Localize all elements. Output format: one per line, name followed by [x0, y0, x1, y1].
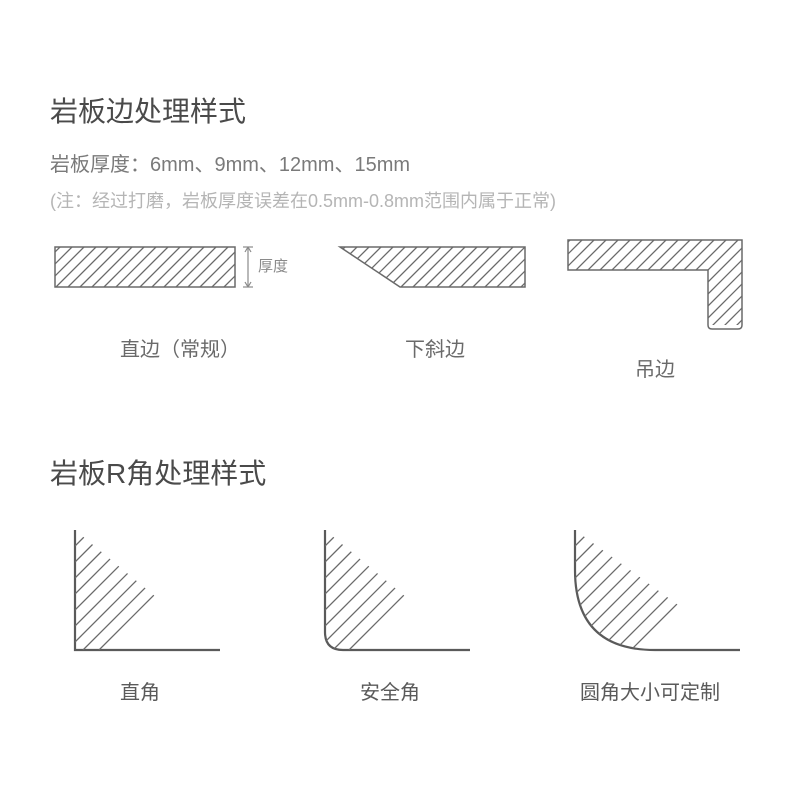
edge-row: 厚度 直边（常规）	[50, 235, 750, 382]
round-corner-icon	[550, 522, 750, 662]
thickness-dim-label: 厚度	[258, 258, 288, 275]
edge-label-straight: 直边（常规）	[120, 333, 240, 362]
edge-section-title: 岩板边处理样式	[50, 90, 750, 130]
safety-corner-icon	[300, 522, 480, 662]
corner-label-safety: 安全角	[360, 676, 420, 705]
edge-item-bevel: 下斜边	[335, 235, 535, 382]
edge-item-apron: 吊边	[560, 235, 750, 382]
edge-label-bevel: 下斜边	[405, 333, 465, 362]
corner-section-title: 岩板R角处理样式	[50, 452, 750, 492]
corner-item-safety: 安全角	[300, 522, 480, 705]
edge-section: 岩板边处理样式 岩板厚度：6mm、9mm、12mm、15mm (注：经过打磨，岩…	[50, 90, 750, 382]
corner-row: 直角 安全角	[50, 522, 750, 705]
bevel-edge-icon	[335, 235, 535, 315]
edge-item-straight: 厚度 直边（常规）	[50, 235, 310, 382]
corner-label-right: 直角	[120, 676, 160, 705]
corner-label-round: 圆角大小可定制	[580, 676, 720, 705]
edge-label-apron: 吊边	[635, 353, 675, 382]
corner-item-right: 直角	[50, 522, 230, 705]
corner-section: 岩板R角处理样式	[50, 452, 750, 705]
thickness-note: (注：经过打磨，岩板厚度误差在0.5mm-0.8mm范围内属于正常)	[50, 187, 750, 213]
apron-edge-icon	[560, 235, 750, 335]
straight-edge-icon: 厚度	[50, 235, 310, 315]
thickness-subtitle: 岩板厚度：6mm、9mm、12mm、15mm	[50, 148, 750, 177]
right-angle-icon	[50, 522, 230, 662]
corner-item-round: 圆角大小可定制	[550, 522, 750, 705]
